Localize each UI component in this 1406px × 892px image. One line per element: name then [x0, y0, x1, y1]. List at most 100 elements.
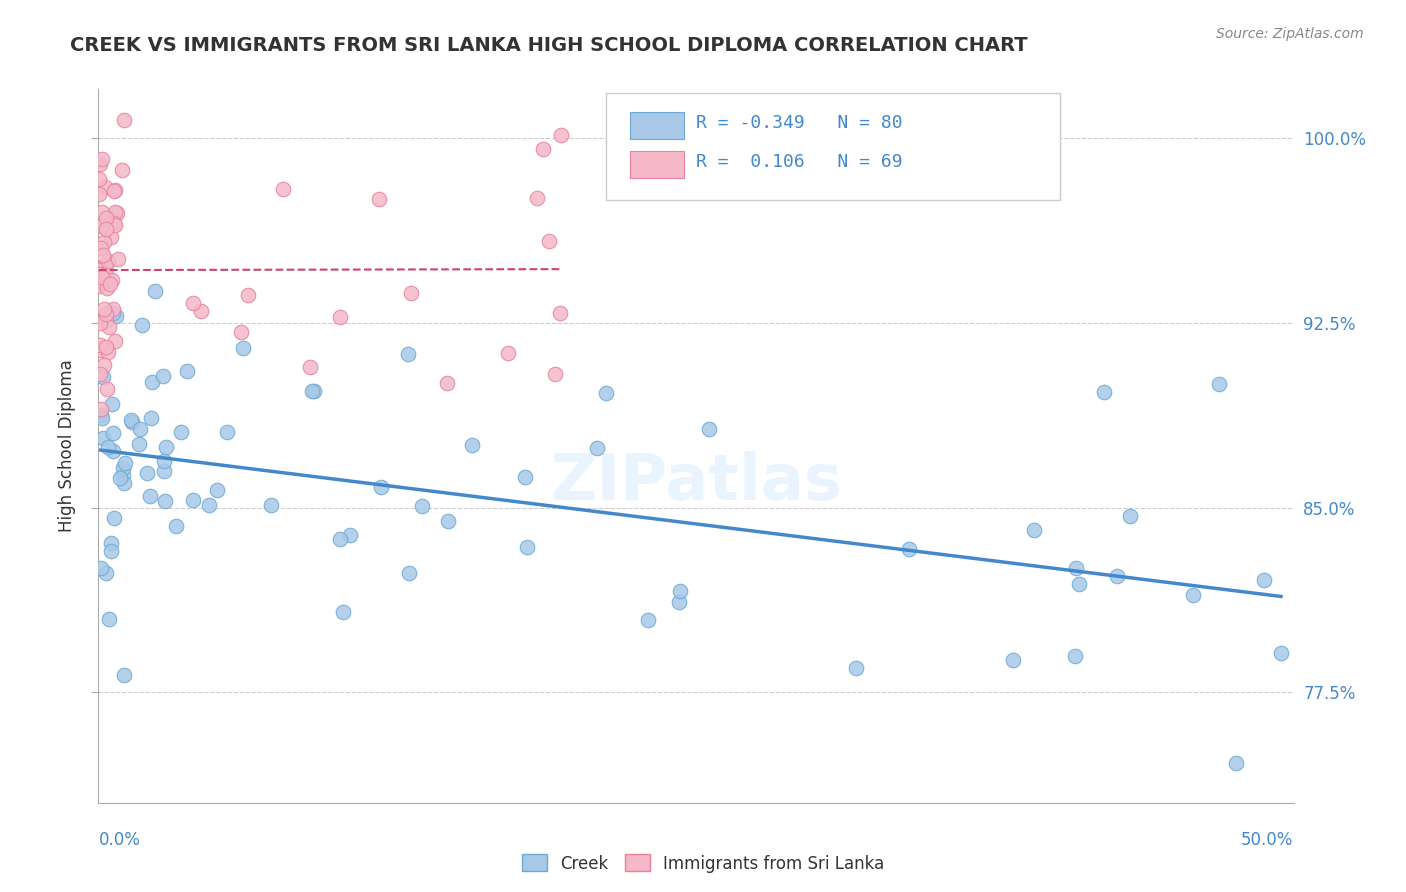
Point — [1024, 524, 1046, 538]
Point — [398, 566, 420, 580]
Point — [1119, 508, 1142, 523]
Point — [153, 464, 176, 478]
Point — [1064, 561, 1087, 575]
Point — [100, 229, 122, 244]
Point — [94, 268, 117, 282]
Point — [94, 307, 117, 321]
Point — [89, 338, 111, 352]
Text: ZIPatlas: ZIPatlas — [550, 450, 842, 513]
Point — [131, 318, 153, 332]
Point — [104, 218, 127, 232]
Point — [114, 457, 136, 471]
Point — [90, 241, 112, 255]
Point — [91, 369, 114, 384]
Point — [637, 613, 659, 627]
Point — [550, 128, 572, 143]
Point — [89, 267, 111, 281]
Point — [96, 211, 118, 225]
Point — [93, 235, 115, 250]
Point — [548, 306, 571, 320]
Point — [176, 364, 198, 378]
Point — [129, 422, 152, 436]
Point — [1002, 653, 1025, 667]
Point — [111, 163, 134, 178]
Point — [89, 171, 111, 186]
Point — [103, 184, 125, 198]
Point — [236, 287, 259, 301]
Point — [669, 584, 692, 599]
Point — [112, 113, 135, 128]
Point — [339, 528, 361, 542]
Point — [170, 425, 193, 439]
Point — [190, 304, 212, 318]
Point — [89, 316, 111, 330]
Point — [90, 411, 112, 425]
Point — [143, 284, 166, 298]
Point — [513, 470, 536, 484]
Point — [96, 382, 118, 396]
Point — [586, 441, 609, 455]
Point — [155, 493, 177, 508]
Point — [232, 342, 254, 356]
Point — [94, 275, 117, 289]
Text: R =  0.106   N = 69: R = 0.106 N = 69 — [696, 153, 903, 171]
Point — [90, 402, 112, 417]
Point — [437, 514, 460, 528]
Point — [87, 263, 110, 277]
Point — [153, 454, 176, 468]
Point — [97, 254, 120, 268]
Point — [301, 384, 323, 398]
Point — [89, 277, 111, 292]
Point — [114, 476, 136, 491]
Point — [98, 320, 121, 334]
Point — [93, 301, 115, 316]
Point — [90, 219, 112, 233]
Point — [141, 376, 163, 390]
Point — [90, 408, 112, 422]
Point — [90, 270, 112, 285]
Point — [94, 258, 117, 272]
Point — [103, 216, 125, 230]
Point — [90, 205, 112, 219]
Point — [329, 310, 352, 324]
Point — [94, 566, 117, 580]
Point — [101, 425, 124, 440]
Point — [304, 384, 326, 398]
Point — [87, 261, 110, 276]
Point — [94, 179, 117, 194]
Point — [98, 612, 121, 626]
Point — [461, 438, 484, 452]
Point — [89, 157, 111, 171]
Legend: Creek, Immigrants from Sri Lanka: Creek, Immigrants from Sri Lanka — [515, 847, 891, 880]
Point — [898, 542, 921, 557]
Point — [100, 543, 122, 558]
Point — [93, 358, 115, 372]
Point — [1253, 573, 1275, 587]
Point — [104, 334, 127, 348]
Point — [531, 142, 554, 156]
Point — [165, 518, 187, 533]
Point — [98, 277, 121, 292]
Point — [329, 532, 352, 546]
Text: CREEK VS IMMIGRANTS FROM SRI LANKA HIGH SCHOOL DIPLOMA CORRELATION CHART: CREEK VS IMMIGRANTS FROM SRI LANKA HIGH … — [70, 36, 1028, 54]
Point — [1067, 576, 1090, 591]
Point — [89, 187, 111, 202]
Point — [399, 285, 422, 300]
Point — [139, 411, 162, 425]
Point — [1270, 646, 1292, 660]
Point — [90, 343, 112, 357]
Point — [101, 273, 124, 287]
Point — [697, 422, 720, 436]
Point — [103, 510, 125, 524]
Point — [152, 368, 174, 383]
FancyBboxPatch shape — [606, 93, 1060, 200]
Point — [411, 499, 433, 513]
Point — [104, 205, 127, 219]
Point — [121, 415, 143, 429]
Text: 50.0%: 50.0% — [1241, 831, 1294, 849]
Point — [120, 412, 142, 426]
Point — [1092, 384, 1115, 399]
Point — [271, 182, 294, 196]
Point — [436, 376, 458, 390]
Point — [96, 281, 118, 295]
